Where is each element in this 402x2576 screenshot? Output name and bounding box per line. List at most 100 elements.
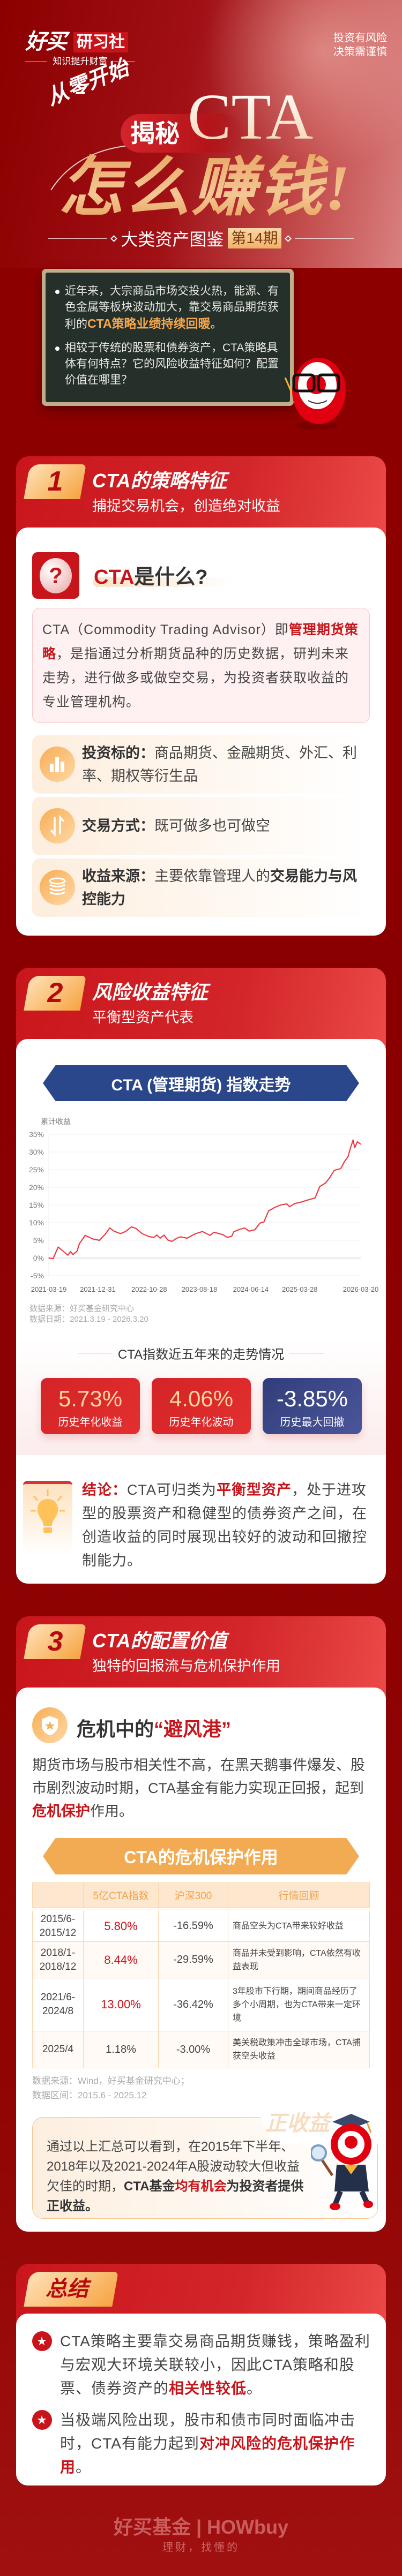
feature-label: 投资标的： — [82, 744, 154, 761]
section-title: CTA的配置价值 — [92, 1630, 227, 1652]
chart-source: 数据来源：好买基金研究中心 数据日期：2021.3.19 - 2026.3.20 — [29, 1304, 148, 1325]
stat-value: 4.06% — [169, 1386, 234, 1411]
table-source: 数据来源：Wind，好买基金研究中心； 数据区间：2015.6 - 2025.1… — [32, 2074, 190, 2103]
data-point — [85, 1234, 86, 1236]
period-cell: 2018/1-2018/12 — [32, 1942, 83, 1978]
text: CTA策略主要靠交易商品期货赚钱，策略盈利与宏观大环境关联较小，因此CTA策略和… — [60, 2333, 370, 2397]
footer-logo: 好买基金 | HOWbuy — [113, 2516, 289, 2538]
hero-banner: 好买 研习社 知识提升财富 投资有风险 决策需谨慎 从零开始 揭秘 CTA 怎么… — [0, 0, 402, 268]
section-number: 3 — [47, 1626, 63, 1657]
logo-main: 好买 — [25, 30, 67, 54]
data-point — [57, 1246, 59, 1248]
data-point — [67, 1254, 69, 1256]
summary-card — [16, 2314, 386, 2485]
data-point — [356, 1141, 358, 1142]
data-point — [233, 1231, 234, 1232]
data-point — [222, 1234, 224, 1236]
feature-text: 商品期货、金融期货、外汇、利率、期权等衍生品 — [82, 744, 357, 784]
highlight: 均有机会 — [175, 2179, 227, 2194]
data-point — [340, 1168, 341, 1169]
source-text: 数据来源：Wind，好买基金研究中心； — [32, 2076, 190, 2086]
cta-index-series-line — [48, 1139, 361, 1260]
data-point — [325, 1182, 326, 1184]
series-label: 大类资产图鉴 第14期 — [0, 228, 402, 249]
data-point — [148, 1236, 150, 1237]
period-cell: 2021/6-2024/8 — [32, 1978, 83, 2031]
data-point — [263, 1221, 265, 1223]
data-point — [350, 1147, 351, 1149]
table-row: 2025/4 1.18% -3.00% 美关税政策冲击全球市场，CTA捕获空头收益 — [32, 2031, 370, 2068]
data-point — [99, 1240, 100, 1241]
star-icon: ★ — [32, 2331, 52, 2351]
data-point — [202, 1231, 203, 1232]
stat-annual-volatility: 4.06% 历史年化波动 — [152, 1378, 251, 1434]
safe-haven-paragraph: 期货市场与股市相关性不高，在黑天鹅事件爆发、股市剧烈波动时期，CTA基金有能力实… — [32, 1754, 370, 1823]
source-text: 数据来源：好买基金研究中心 — [29, 1304, 135, 1313]
summary-text: 通过以上汇总可以看到，在2015年下半年、2018年以及2021-2024年A股… — [47, 2137, 309, 2216]
intro-bullet: 相较于传统的股票和债券资产，CTA策略具体有何特点？它的风险收益特征如何？配置价… — [55, 340, 282, 388]
data-point — [244, 1227, 245, 1229]
text: 相较于传统的股票和债券资产，CTA策略具体有何特点？它的风险收益特征如何？配置价… — [65, 342, 279, 386]
period-cell: 2025/4 — [32, 2031, 83, 2068]
column-header — [32, 1882, 83, 1908]
data-point — [61, 1249, 62, 1251]
x-tick-label: 2021-12-31 — [80, 1285, 116, 1293]
star-icon: ★ — [32, 2410, 52, 2430]
cta-index-cell: 8.44% — [83, 1942, 158, 1978]
data-point — [159, 1238, 161, 1239]
cta-index-cell: 5.80% — [83, 1911, 158, 1942]
feature-row-investment-target: 投资标的：商品期货、金融期货、外汇、利率、期权等衍生品 — [32, 735, 370, 794]
bar-chart-icon — [40, 747, 75, 782]
risk-disclaimer: 投资有风险 决策需谨慎 — [333, 31, 387, 59]
data-point — [259, 1222, 260, 1224]
trend-title: CTA指数近五年来的走势情况 — [0, 1344, 402, 1362]
reveal-pill — [121, 114, 244, 153]
text: ，处于进攻型的股票资产和稳健型的债券资产之间，在创造收益的同时展现出较好的波动和… — [82, 1482, 367, 1569]
table-row: 2018/1-2018/12 8.44% -29.59% 商品并未受到影响，CTA依然… — [32, 1942, 370, 1978]
column-header: 行情回顾 — [228, 1882, 370, 1908]
section-subtitle: 平衡型资产代表 — [92, 1010, 193, 1026]
table-row: 2015/6-2015/12 5.80% -16.59% 商品空头为CTA带来较好收益 — [32, 1911, 370, 1942]
stat-max-drawdown: -3.85% 历史最大回撤 — [263, 1378, 362, 1434]
csi300-cell: -36.42% — [158, 1978, 228, 2031]
text: 是什么? — [134, 566, 208, 589]
y-tick-label: 25% — [29, 1165, 44, 1174]
section-title: CTA的策略特征 — [92, 470, 227, 492]
highlight: 相关性较低 — [169, 2380, 247, 2397]
data-point — [167, 1239, 168, 1241]
intro-bullet: 近年来，大宗商品市场交投火热，能源、有色金属等板块波动加大，靠交易商品期货获利的… — [55, 283, 282, 333]
data-point — [360, 1143, 361, 1145]
section-2-card — [16, 1039, 386, 1584]
cta-index-line-chart: 35% 30% 25% 20% 15% 10% 5% 0% -5% 2021-03-19 2021-… — [29, 1130, 378, 1293]
summary-box — [32, 2117, 378, 2219]
data-point — [347, 1156, 348, 1158]
period-cell: 2015/6-2015/12 — [32, 1911, 83, 1942]
data-point — [300, 1201, 302, 1203]
data-point — [231, 1236, 233, 1237]
data-point — [125, 1231, 126, 1232]
long-short-arrows-icon — [40, 808, 75, 843]
data-point — [105, 1233, 106, 1234]
x-tick-label: 2023-08-18 — [182, 1285, 218, 1293]
safe-haven-title: 危机中的“避风港” — [77, 1714, 231, 1742]
disclaimer-line: 决策需谨慎 — [333, 46, 387, 58]
title-cta: CTA — [188, 81, 314, 153]
x-tick-label: 2022-10-28 — [131, 1285, 167, 1293]
logo-slogan: 知识提升财富 — [25, 56, 135, 67]
data-point — [268, 1210, 269, 1212]
data-point — [163, 1234, 165, 1236]
y-tick-label: 30% — [29, 1148, 44, 1156]
data-point — [315, 1197, 316, 1199]
data-point — [76, 1251, 78, 1252]
text: 。 — [247, 2380, 263, 2397]
y-tick-label: 0% — [33, 1254, 44, 1262]
data-point — [176, 1238, 177, 1239]
review-cell: 商品并未受到影响，CTA依然有收益表现 — [228, 1942, 370, 1978]
y-tick-label: -5% — [31, 1271, 44, 1280]
chalkboard: 近年来，大宗商品市场交投火热，能源、有色金属等板块波动加大，靠交易商品期货获利的… — [42, 269, 294, 406]
csi300-cell: -16.59% — [158, 1911, 228, 1942]
feature-text: 主要依靠管理人的 — [154, 868, 270, 884]
highlight: 危机保护 — [32, 1803, 90, 1819]
crisis-banner: CTA的危机保护作用 — [43, 1838, 359, 1874]
